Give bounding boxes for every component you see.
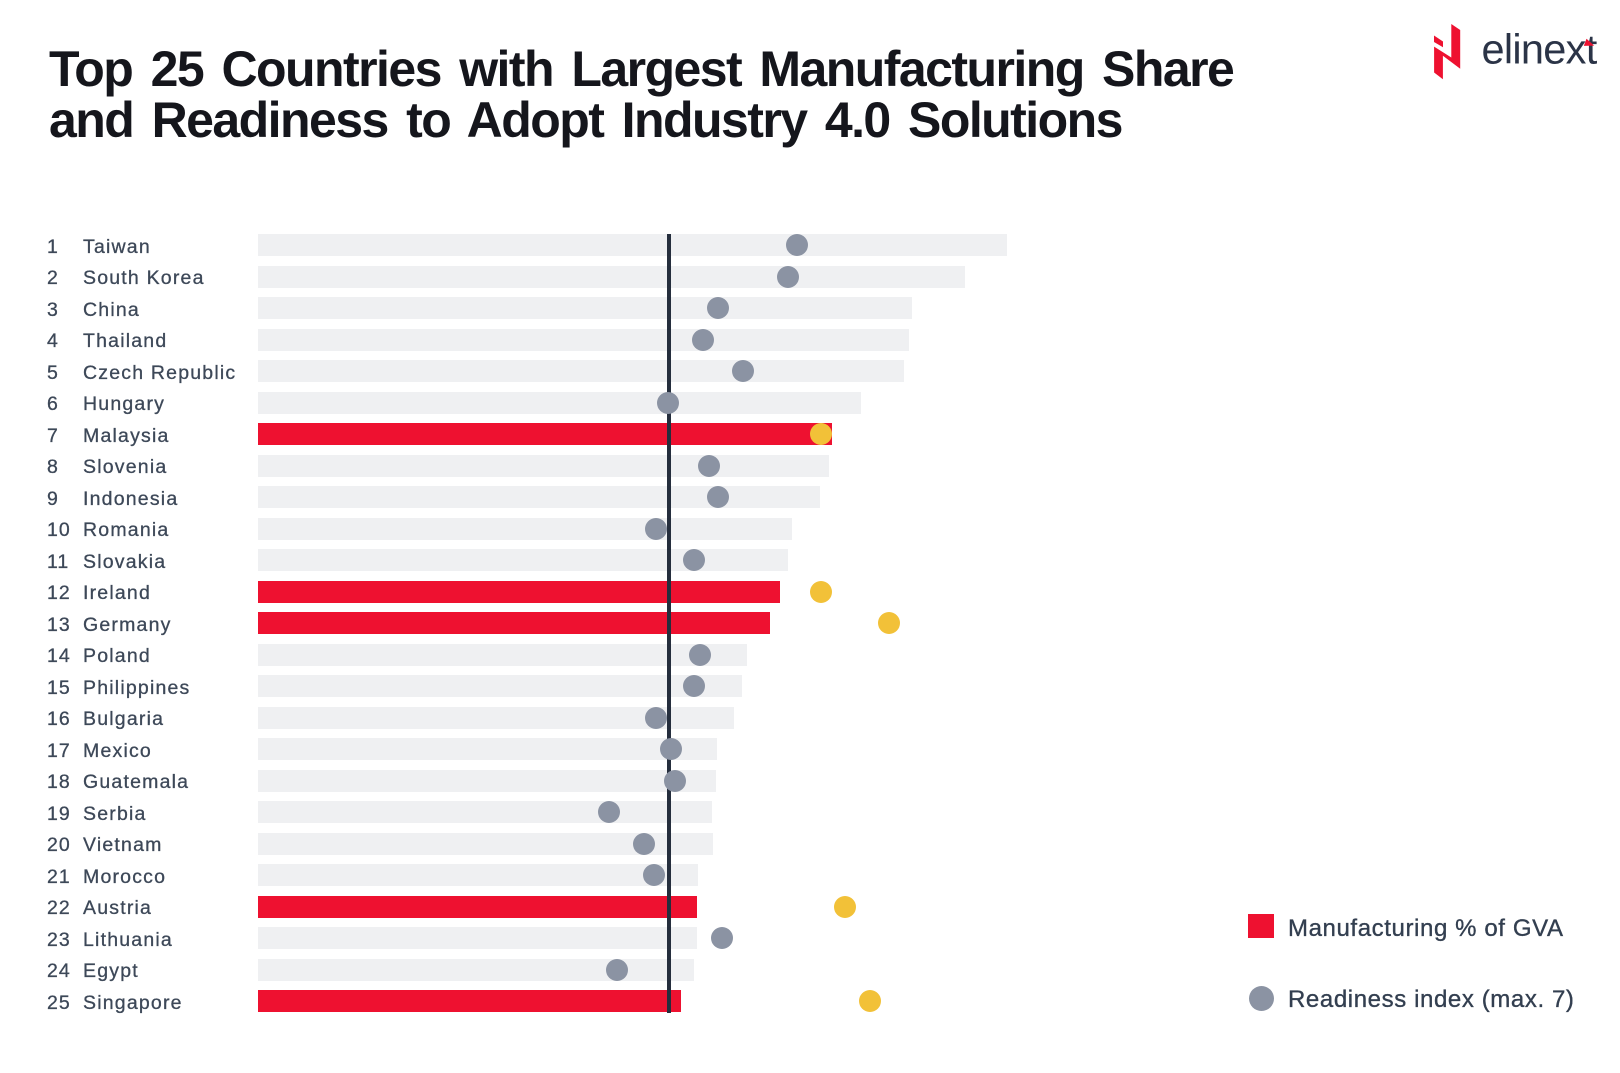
svg-text:elinext: elinext — [1482, 25, 1598, 72]
